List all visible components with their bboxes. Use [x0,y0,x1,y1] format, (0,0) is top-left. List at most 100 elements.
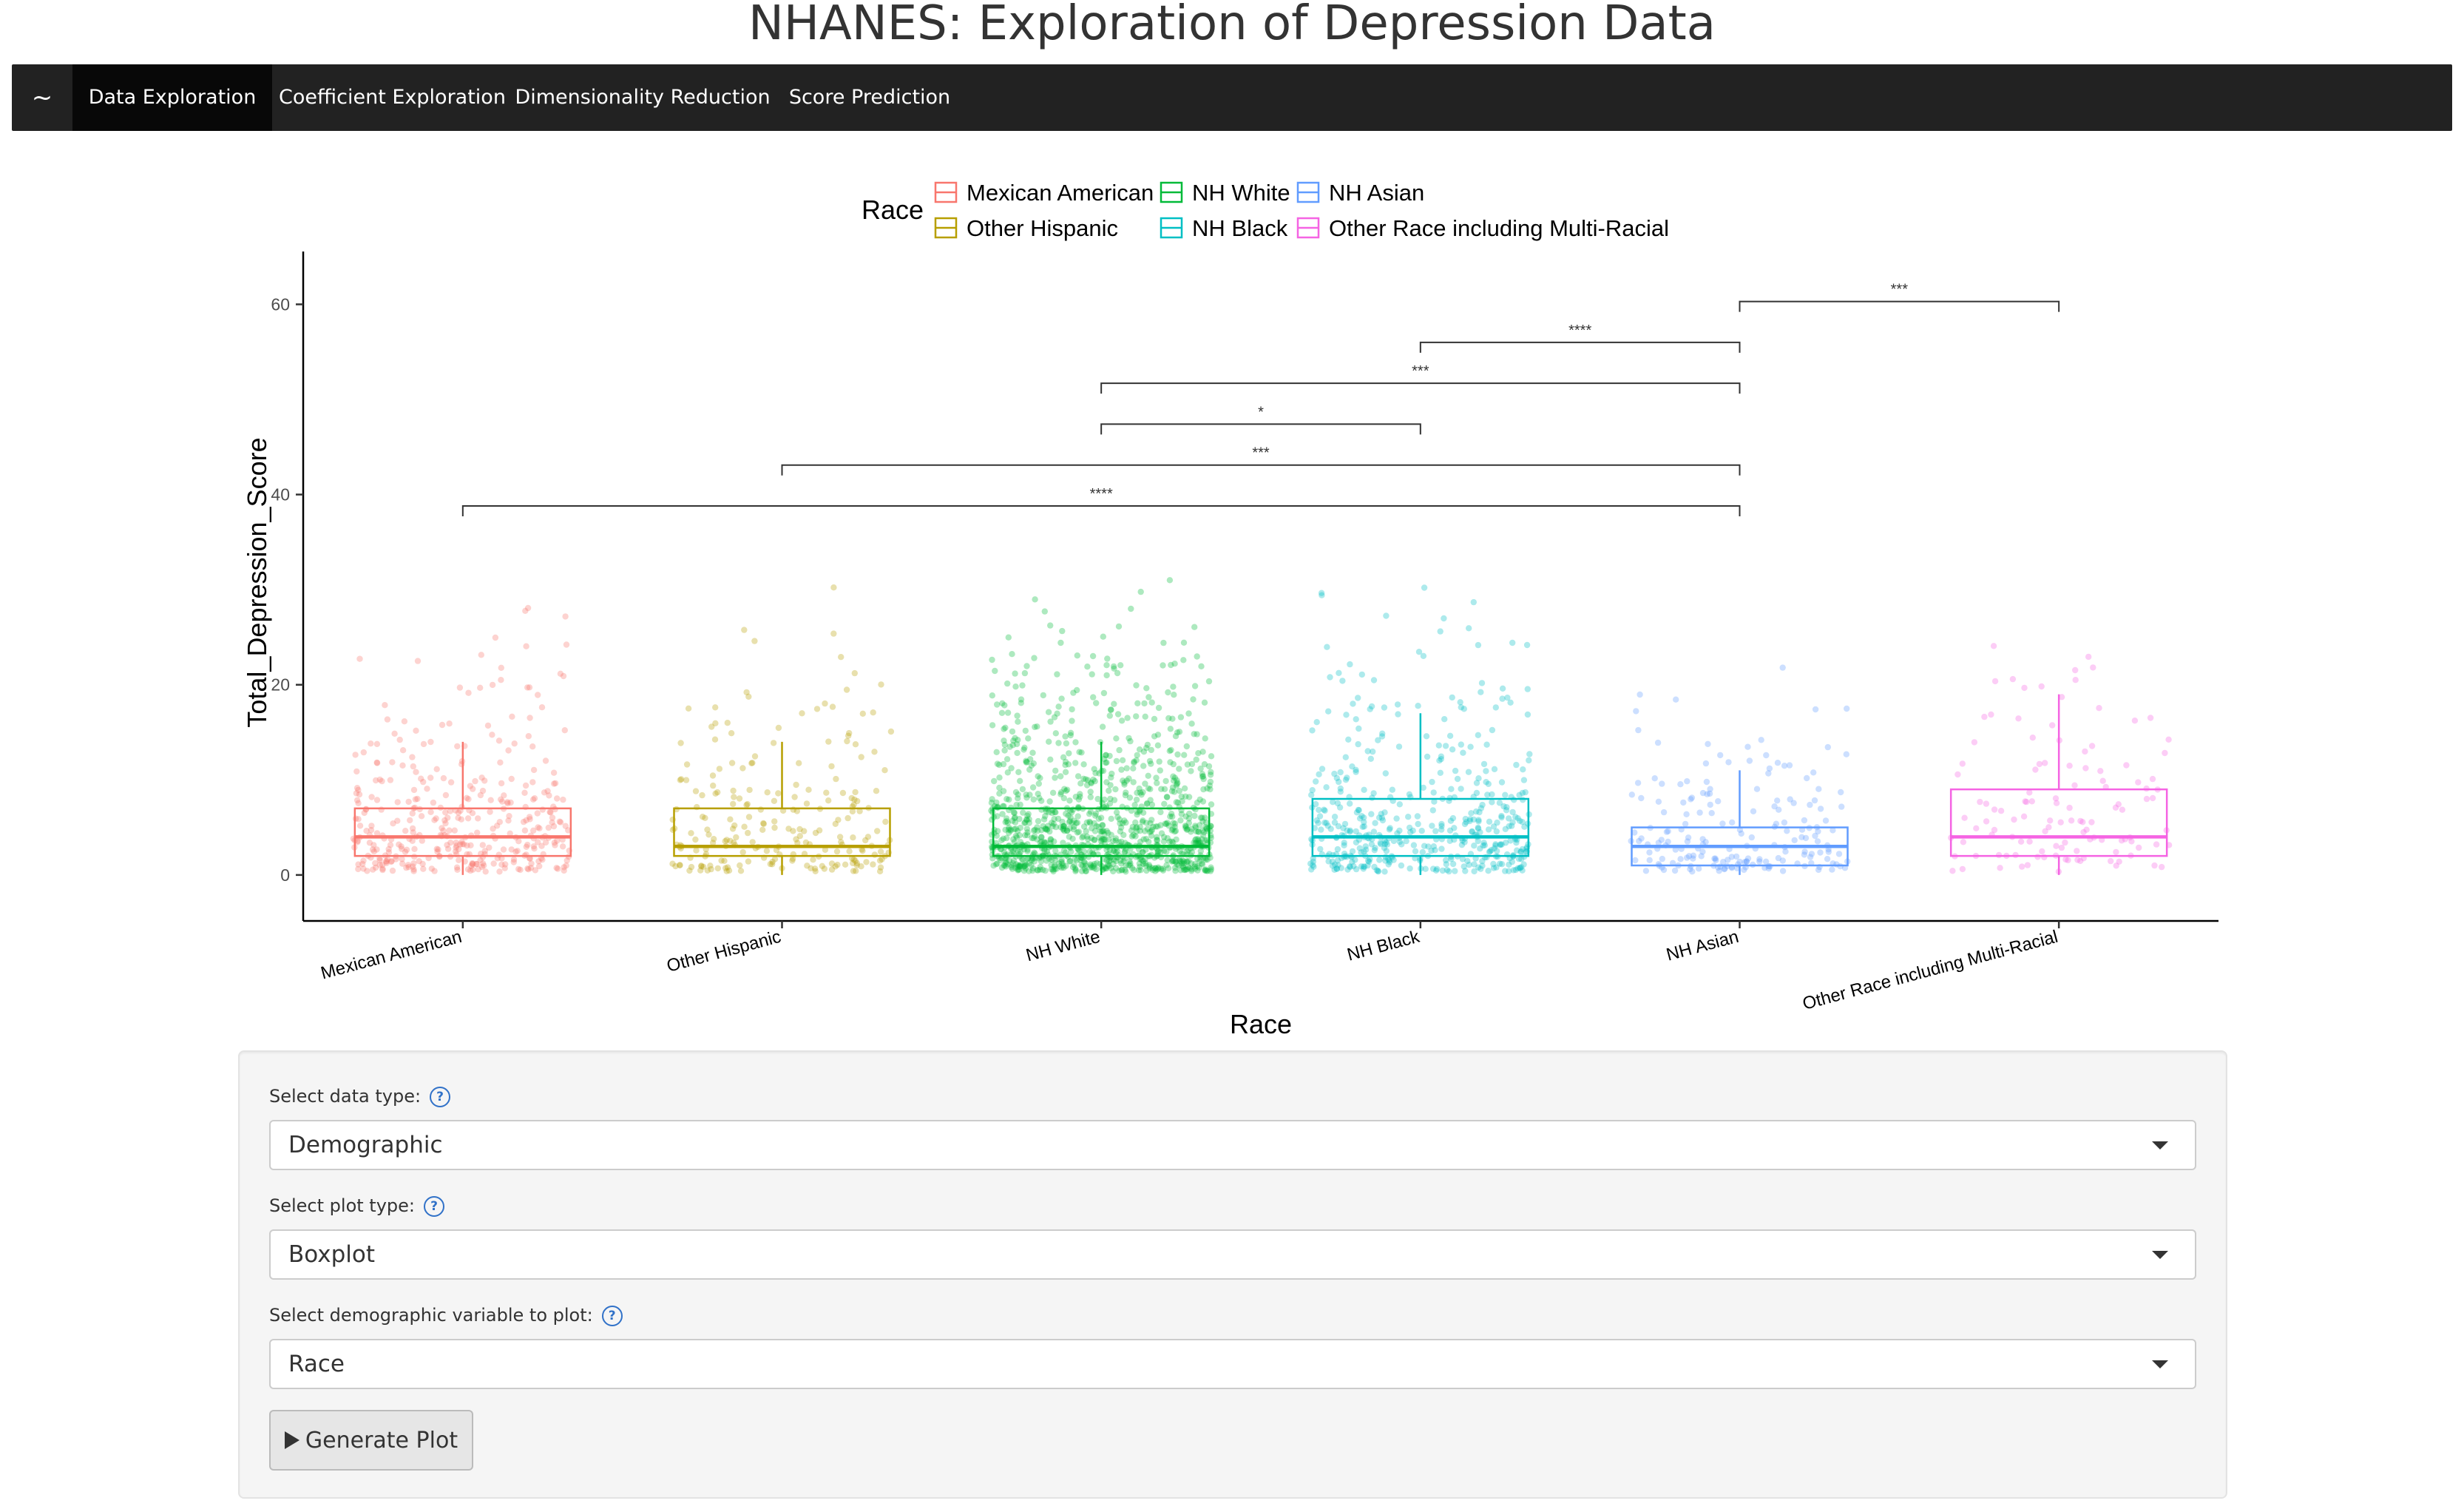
data-point [1787,796,1793,803]
data-point [418,775,424,782]
data-point [1719,820,1726,827]
data-point [1372,820,1378,826]
data-point [1081,848,1088,855]
tab-score-prediction[interactable]: Score Prediction [788,86,951,109]
data-point [1111,701,1117,707]
data-point [1046,828,1053,835]
data-point [1361,848,1367,855]
data-point [2113,848,2119,856]
data-point [874,828,881,834]
data-type-select[interactable]: Demographic [269,1120,2196,1170]
data-point [830,584,837,591]
data-point [1520,861,1527,868]
tab-dimensionality-reduction[interactable]: Dimensionality Reduction [515,86,771,109]
data-point [1381,837,1388,844]
data-point [1349,848,1356,855]
data-point [411,845,418,852]
data-point [799,710,805,717]
data-point [1494,848,1500,854]
data-point [2149,775,2156,783]
data-point [1199,818,1206,825]
data-point [1052,808,1058,816]
data-point [1177,714,1185,720]
data-point [996,790,1003,797]
data-point [1137,823,1143,831]
data-point [1186,865,1193,871]
data-point [1066,750,1072,757]
data-point [2052,795,2059,802]
data-point [1157,822,1164,828]
data-point [1140,857,1147,865]
plot-type-select[interactable]: Boxplot [269,1229,2196,1280]
data-point [524,684,531,691]
data-point [453,840,459,846]
data-point [1099,822,1106,828]
data-point [1021,868,1028,874]
data-point [1375,737,1381,743]
data-point [2153,841,2160,848]
data-point [405,862,412,868]
data-point [1083,868,1090,874]
data-point [2088,819,2095,826]
data-point [822,846,829,853]
data-point [497,796,504,803]
data-point [1707,801,1713,808]
data-point [456,857,462,863]
data-point [1126,794,1134,801]
data-point [1118,867,1126,874]
data-point [1017,863,1023,870]
data-point [989,722,996,729]
data-point [1119,757,1126,763]
data-point [1506,861,1512,868]
data-point [801,828,808,834]
data-point [1360,863,1367,870]
data-point [1199,773,1206,780]
data-point [553,865,560,871]
data-point [1358,849,1364,856]
data-point [1375,814,1383,821]
tab-coefficient-exploration[interactable]: Coefficient Exploration [279,86,506,109]
data-point [842,861,849,868]
data-point [1383,839,1390,846]
tab-data-exploration[interactable]: Data Exploration [72,64,272,131]
data-point [1353,865,1360,873]
data-point [1699,848,1706,855]
data-point [1121,855,1128,862]
data-point [1722,865,1728,872]
data-point [1070,689,1077,696]
data-point [1121,849,1128,856]
data-point [1110,848,1117,854]
data-point [1136,785,1143,792]
data-point [1179,798,1185,805]
data-point [1173,836,1179,843]
data-point [1665,838,1671,845]
data-point [1136,746,1143,753]
data-point [414,658,422,664]
help-icon[interactable]: ? [601,1306,623,1326]
data-point [850,868,857,874]
data-point [876,868,884,875]
data-point [534,810,541,817]
data-point [1028,762,1035,769]
data-point [1463,819,1469,826]
data-point [1331,819,1338,826]
help-icon[interactable]: ? [424,1196,444,1217]
data-point [356,823,364,829]
significance-label: * [1258,404,1264,420]
data-point [393,856,399,862]
nav-brand[interactable]: ~ [31,83,53,112]
variable-select[interactable]: Race [269,1339,2196,1389]
data-point [1143,800,1151,808]
data-point [1068,848,1074,855]
data-point [1052,730,1060,737]
generate-plot-button[interactable]: Generate Plot [269,1410,473,1471]
data-point [1687,865,1693,873]
help-icon[interactable]: ? [430,1087,451,1107]
data-point [458,839,465,845]
box-other-hispanic [673,741,891,875]
data-point [1101,856,1108,862]
data-point [1038,858,1045,865]
data-point [1471,861,1478,868]
data-point [1324,644,1330,650]
data-point [1026,860,1033,867]
